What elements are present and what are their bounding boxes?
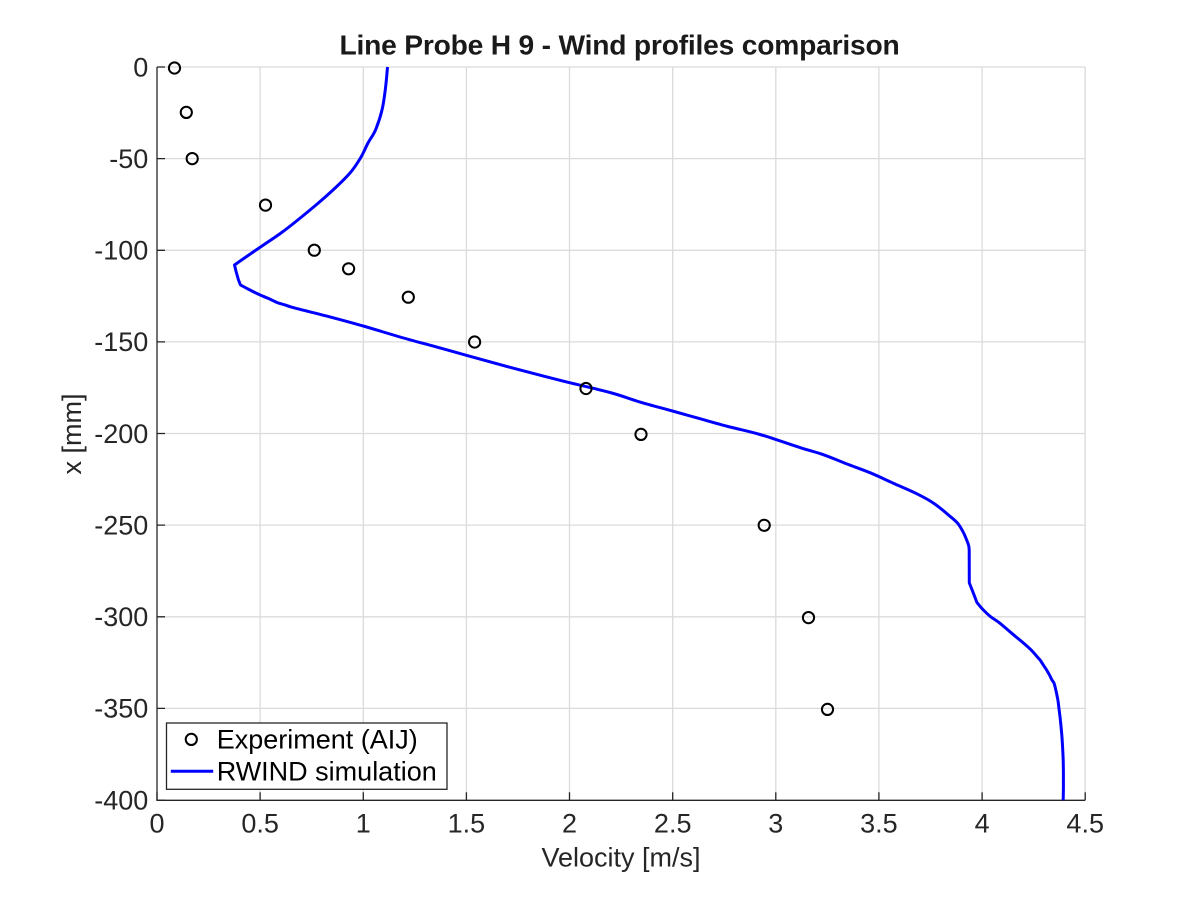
svg-text:3: 3 <box>768 809 783 839</box>
svg-text:-50: -50 <box>109 144 148 174</box>
svg-text:-250: -250 <box>94 510 148 540</box>
svg-text:Velocity [m/s]: Velocity [m/s] <box>541 843 700 873</box>
svg-text:4: 4 <box>975 809 990 839</box>
svg-text:1: 1 <box>356 809 371 839</box>
svg-text:0: 0 <box>149 809 164 839</box>
svg-text:-100: -100 <box>94 236 148 266</box>
svg-text:2.5: 2.5 <box>654 809 692 839</box>
svg-text:RWIND simulation: RWIND simulation <box>217 757 437 787</box>
svg-text:0.5: 0.5 <box>241 809 279 839</box>
svg-text:2: 2 <box>562 809 577 839</box>
svg-text:-150: -150 <box>94 327 148 357</box>
svg-text:x [mm]: x [mm] <box>57 394 87 475</box>
svg-text:-400: -400 <box>94 786 148 816</box>
svg-text:4.5: 4.5 <box>1066 809 1104 839</box>
svg-text:1.5: 1.5 <box>448 809 486 839</box>
svg-text:-200: -200 <box>94 419 148 449</box>
svg-text:-300: -300 <box>94 602 148 632</box>
svg-text:Line Probe H 9 - Wind profiles: Line Probe H 9 - Wind profiles compariso… <box>339 28 899 60</box>
svg-text:3.5: 3.5 <box>860 809 898 839</box>
svg-text:Experiment (AIJ): Experiment (AIJ) <box>217 725 418 755</box>
svg-text:0: 0 <box>133 52 148 82</box>
svg-text:-350: -350 <box>94 694 148 724</box>
